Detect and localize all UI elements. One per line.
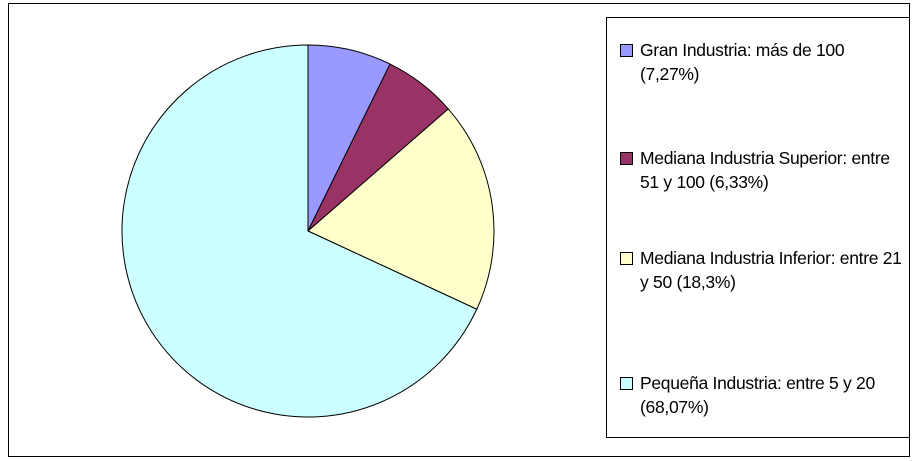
- legend-entry: Mediana Industria Inferior: entre 21 y 5…: [620, 246, 902, 294]
- pie-slice: [307, 108, 495, 310]
- legend-label: Mediana Industria Superior: entre 51 y 1…: [640, 148, 890, 192]
- legend-swatch: [620, 44, 633, 57]
- legend-entry: Gran Industria: más de 100 (7,27%): [620, 38, 902, 86]
- legend-label: Gran Industria: más de 100 (7,27%): [640, 40, 845, 84]
- legend-label: Pequeña Industria: entre 5 y 20 (68,07%): [640, 373, 875, 417]
- legend-label: Mediana Industria Inferior: entre 21 y 5…: [640, 248, 902, 292]
- legend-entry: Pequeña Industria: entre 5 y 20 (68,07%): [620, 371, 902, 419]
- pie-slice: [121, 44, 478, 418]
- legend-box: [606, 17, 910, 438]
- legend-swatch: [620, 252, 633, 265]
- legend-entry: Mediana Industria Superior: entre 51 y 1…: [620, 146, 902, 194]
- legend-swatch: [620, 152, 633, 165]
- legend-swatch: [620, 377, 633, 390]
